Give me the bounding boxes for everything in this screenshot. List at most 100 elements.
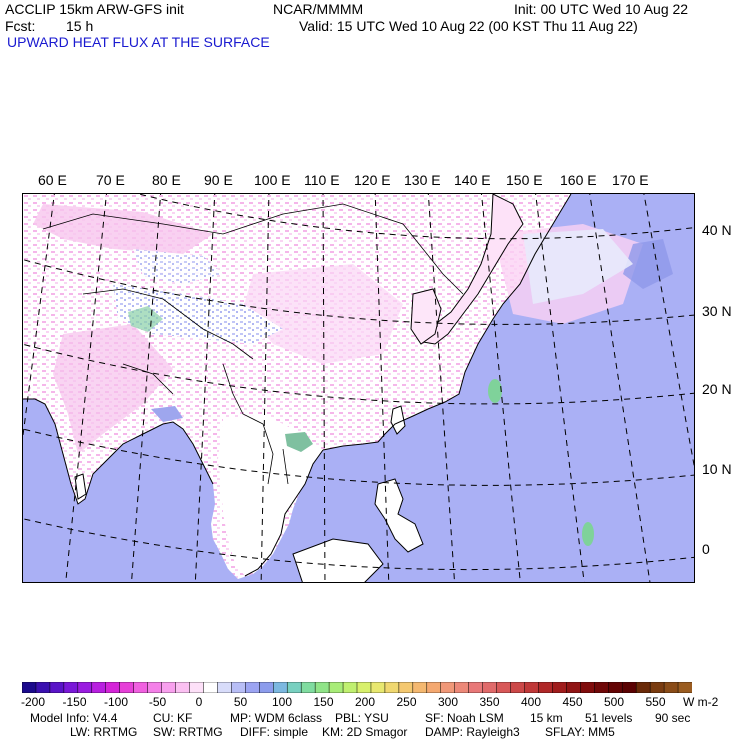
colorbar-swatch	[147, 682, 163, 693]
land-philippines	[374, 478, 424, 553]
lat-label: 30 N	[702, 303, 732, 319]
cu-scheme: CU: KF	[153, 711, 193, 725]
green-spot-pacific-south	[582, 522, 594, 546]
lon-label: 60 E	[38, 172, 67, 188]
lat-label: 40 N	[702, 222, 732, 238]
center-label: NCAR/MMMM	[273, 1, 364, 17]
colorbar-swatch	[649, 682, 665, 693]
colorbar-swatch	[482, 682, 498, 693]
colorbar-swatch	[119, 682, 135, 693]
colorbar-swatch	[314, 682, 330, 693]
pink-region-china	[243, 264, 403, 364]
sf-scheme: SF: Noah LSM	[425, 711, 504, 725]
colorbar-swatch	[91, 682, 107, 693]
field-title: UPWARD HEAT FLUX AT THE SURFACE	[7, 34, 270, 50]
land-japan	[422, 194, 524, 345]
valid-time: Valid: 15 UTC Wed 10 Aug 22 (00 KST Thu …	[299, 18, 638, 34]
coastline-china	[322, 194, 572, 451]
colorbar-tick-label: 300	[437, 695, 459, 709]
colorbar-swatch	[273, 682, 288, 693]
timestep: 90 sec	[655, 711, 691, 725]
model-info: Model Info: V4.4	[30, 711, 118, 725]
colorbar-tick-label: -150	[62, 695, 87, 709]
land-korea	[410, 288, 442, 345]
colorbar-swatch	[286, 682, 302, 693]
fcst-label: Fcst:	[5, 18, 36, 34]
pink-region-north	[33, 204, 213, 254]
colorbar-tick-label: 250	[396, 695, 417, 709]
colorbar-swatch	[245, 682, 260, 693]
colorbar-swatch	[356, 682, 372, 693]
colorbar-swatch	[635, 682, 651, 693]
lon-label: 160 E	[560, 172, 597, 188]
colorbar-swatch	[412, 682, 428, 693]
coastline-indochina	[244, 449, 324, 577]
lat-label: 0	[702, 541, 710, 557]
coastline-india	[23, 398, 214, 505]
lw-scheme: LW: RRTMG	[70, 725, 138, 739]
init-time: Init: 00 UTC Wed 10 Aug 22	[514, 1, 689, 17]
diff-scheme: DIFF: simple	[240, 725, 309, 739]
lon-label: 120 E	[354, 172, 391, 188]
lat-label: 10 N	[702, 461, 732, 477]
colorbar-tick-label: 150	[313, 695, 334, 709]
lon-label: 80 E	[152, 172, 181, 188]
colorbar-swatch	[217, 682, 232, 693]
colorbar-swatch	[189, 682, 205, 693]
map-canvas	[23, 194, 694, 582]
colorbar-swatch	[105, 682, 121, 693]
colorbar-swatch	[440, 682, 456, 693]
colorbar-swatch	[566, 682, 581, 693]
border-lines	[42, 203, 464, 485]
colorbar-tick-label: 500	[603, 695, 625, 709]
land-sri-lanka	[74, 473, 87, 500]
lon-label: 70 E	[96, 172, 125, 188]
colorbar-swatch	[538, 682, 553, 693]
fcst-value: 15 h	[66, 18, 94, 34]
colorbar-tick-label: 200	[354, 695, 376, 709]
lon-label: 130 E	[404, 172, 441, 188]
graticule-parallels	[23, 194, 694, 571]
colorbar-swatch	[496, 682, 512, 693]
tibet-green	[128, 306, 163, 332]
colorbar-swatch	[161, 682, 177, 693]
colorbar-tick-label: 550	[645, 695, 666, 709]
colorbar-swatch	[231, 682, 246, 693]
colorbar-swatch	[580, 682, 595, 693]
colorbar-swatch	[454, 682, 470, 693]
lon-label: 150 E	[506, 172, 543, 188]
colorbar-swatch	[510, 682, 526, 693]
colorbar-swatch	[552, 682, 567, 693]
colorbar-swatch	[49, 682, 65, 693]
colorbar-swatch	[203, 682, 218, 693]
resolution: 15 km	[530, 711, 563, 725]
colorbar-swatch	[22, 682, 37, 693]
colorbar-swatch	[77, 682, 93, 693]
lon-label: 140 E	[454, 172, 491, 188]
colorbar-tick-label: 350	[479, 695, 500, 709]
model-title: ACCLIP 15km ARW-GFS init	[5, 1, 184, 17]
colorbar-tick-label: 450	[562, 695, 583, 709]
lon-label: 110 E	[304, 172, 340, 188]
colorbar-tick-label: -100	[103, 695, 129, 709]
colorbar-tick-label: 400	[520, 695, 542, 709]
levels: 51 levels	[585, 711, 633, 725]
colorbar-swatch	[259, 682, 274, 693]
lon-label: 90 E	[204, 172, 233, 188]
land-indochina	[218, 414, 323, 576]
tibet-plateau	[113, 284, 283, 344]
colorbar-tick-label: 100	[271, 695, 293, 709]
lat-label: 20 N	[702, 381, 732, 397]
colorbar-tick-label: -200	[20, 695, 46, 709]
colorbar	[22, 682, 692, 693]
map-panel	[22, 193, 695, 583]
land-borneo	[292, 538, 384, 582]
colorbar-swatch	[300, 682, 316, 693]
damp-scheme: DAMP: Rayleigh3	[425, 725, 520, 739]
colorbar-swatch	[342, 682, 358, 693]
colorbar-swatch	[35, 682, 51, 693]
bangladesh-blue	[151, 406, 183, 422]
green-spot-pacific-north	[488, 379, 502, 403]
colorbar-swatch	[426, 682, 442, 693]
white-streak-northpacific	[523, 229, 633, 304]
